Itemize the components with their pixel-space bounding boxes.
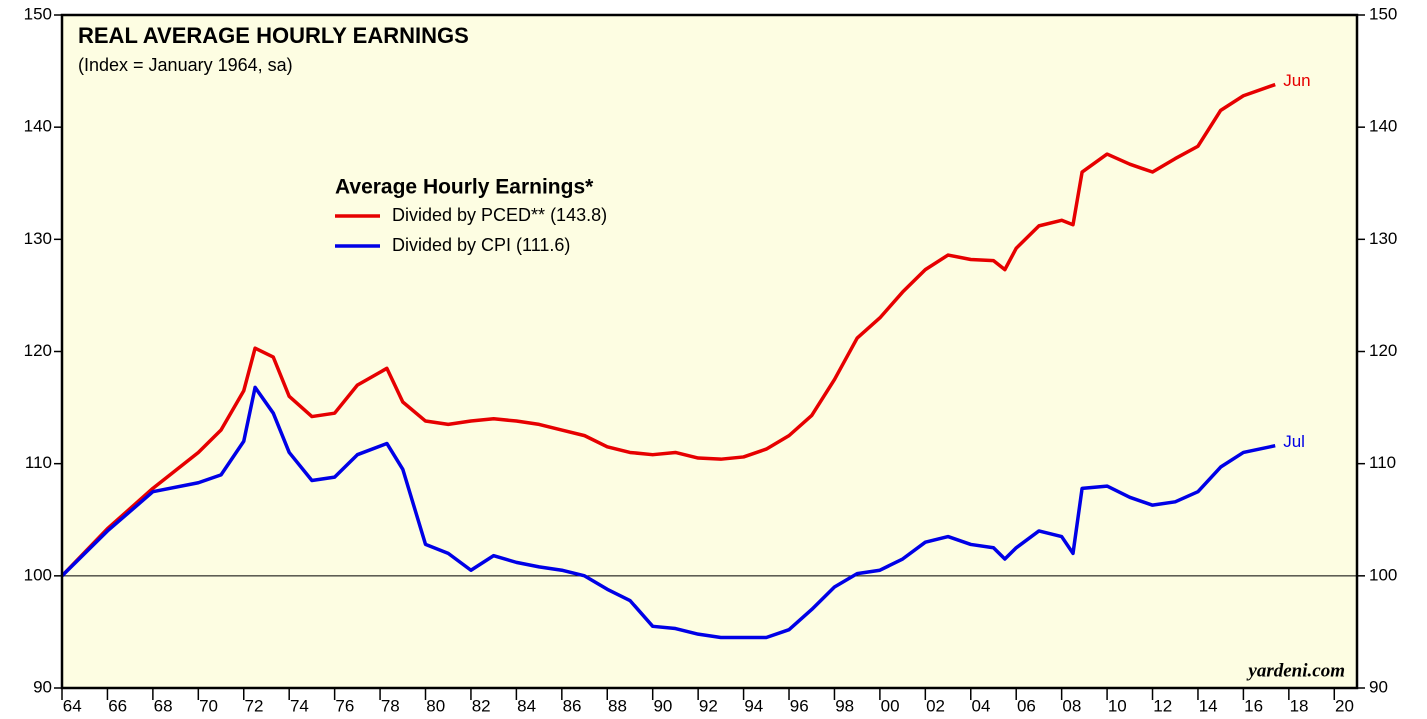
y2-tick-label: 110 [1369, 453, 1396, 472]
y2-tick-label: 100 [1369, 565, 1397, 584]
x-tick-label: 66 [108, 696, 127, 715]
chart-subtitle: (Index = January 1964, sa) [78, 55, 293, 75]
x-tick-label: 78 [381, 696, 400, 715]
x-tick-label: 92 [699, 696, 718, 715]
y2-tick-label: 120 [1369, 341, 1397, 360]
y2-tick-label: 130 [1369, 229, 1397, 248]
x-tick-label: 76 [335, 696, 354, 715]
x-tick-label: 10 [1108, 696, 1127, 715]
legend-label: Divided by PCED** (143.8) [392, 205, 607, 225]
x-tick-label: 96 [790, 696, 809, 715]
x-tick-label: 88 [608, 696, 627, 715]
x-tick-label: 82 [472, 696, 491, 715]
x-tick-label: 86 [563, 696, 582, 715]
x-tick-label: 84 [517, 696, 536, 715]
series-line [60, 82, 1276, 578]
source: yardeni.com [1246, 660, 1345, 681]
x-tick-label: 00 [881, 696, 900, 715]
y-tick-label: 130 [24, 229, 52, 248]
legend-title: Average Hourly Earnings* [335, 176, 594, 199]
y-tick-label: 110 [25, 453, 52, 472]
plot-background [62, 15, 1357, 688]
y-tick-label: 150 [24, 4, 52, 23]
end-label: Jul [1283, 432, 1305, 451]
chart-title: REAL AVERAGE HOURLY EARNINGS [78, 23, 469, 48]
x-tick-label: 90 [653, 696, 672, 715]
x-tick-label: 12 [1153, 696, 1172, 715]
x-tick-label: 80 [426, 696, 445, 715]
x-tick-label: 70 [199, 696, 218, 715]
x-tick-label: 04 [972, 696, 991, 715]
x-tick-label: 72 [245, 696, 264, 715]
x-tick-label: 16 [1244, 696, 1263, 715]
x-tick-label: 94 [744, 696, 763, 715]
end-label: Jun [1283, 71, 1310, 90]
y-tick-label: 120 [24, 341, 52, 360]
y2-tick-label: 90 [1369, 677, 1388, 696]
x-tick-label: 68 [154, 696, 173, 715]
x-tick-label: 20 [1335, 696, 1354, 715]
series-line [60, 385, 1276, 640]
y-tick-label: 90 [33, 677, 52, 696]
x-tick-label: 64 [63, 696, 82, 715]
x-tick-label: 74 [290, 696, 309, 715]
y2-tick-label: 140 [1369, 117, 1397, 136]
x-tick-label: 14 [1199, 696, 1218, 715]
y2-tick-label: 150 [1369, 4, 1397, 23]
x-tick-label: 06 [1017, 696, 1036, 715]
x-tick-label: 08 [1062, 696, 1081, 715]
y-tick-label: 100 [24, 565, 52, 584]
legend-label: Divided by CPI (111.6) [392, 235, 570, 255]
x-tick-label: 02 [926, 696, 945, 715]
x-tick-label: 18 [1290, 696, 1309, 715]
y-tick-label: 140 [24, 117, 52, 136]
x-tick-label: 98 [835, 696, 854, 715]
